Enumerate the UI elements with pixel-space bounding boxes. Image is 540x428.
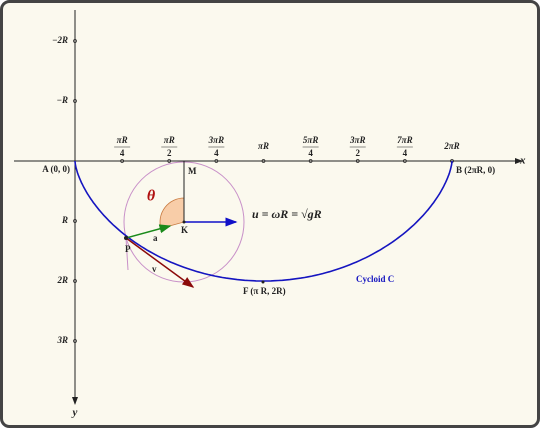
- y-tick-label: 3R: [56, 335, 68, 345]
- y-tick: [73, 219, 77, 223]
- x-tick-label: πR: [258, 141, 269, 151]
- x-tick-den: 2: [355, 148, 360, 158]
- x-tick: [167, 159, 172, 163]
- label-m: M: [188, 166, 197, 176]
- y-tick-label: −2R: [52, 35, 68, 45]
- y-tick: [73, 339, 77, 343]
- x-tick: [120, 159, 124, 163]
- x-tick-num: 5πR: [303, 135, 318, 145]
- y-tick-label: R: [61, 215, 68, 225]
- x-tick-num: 3πR: [208, 135, 224, 145]
- point-f: [261, 280, 265, 284]
- label-vector-u: u = ωR = √gR: [252, 207, 322, 221]
- chord: [125, 237, 129, 271]
- curve-label: Cycloid C: [356, 274, 394, 284]
- x-tick: [403, 159, 407, 163]
- x-tick: [261, 159, 266, 163]
- vector-a: [125, 224, 172, 239]
- y-tick: [73, 39, 77, 43]
- y-tick-label: −R: [57, 95, 68, 105]
- y-tick-label: 2R: [56, 275, 68, 285]
- x-tick: [214, 159, 219, 163]
- x-tick-num: πR: [117, 135, 128, 145]
- point-k: [182, 220, 186, 224]
- x-tick: [355, 159, 360, 163]
- label-k: K: [181, 225, 188, 235]
- x-tick-den: 4: [214, 148, 219, 158]
- x-tick-num: 7πR: [397, 135, 412, 145]
- label-b: B (2πR, 0): [456, 165, 495, 175]
- label-vector-v: v: [152, 264, 157, 274]
- x-tick-label: 2πR: [443, 141, 459, 151]
- vector-v: [125, 237, 195, 288]
- y-axis-label: y: [71, 407, 78, 419]
- y-tick: [73, 99, 77, 103]
- x-tick-den: 4: [403, 148, 408, 158]
- x-tick-den: 4: [308, 148, 313, 158]
- x-tick-num: πR: [164, 135, 175, 145]
- y-tick: [73, 279, 77, 283]
- label-p: P: [125, 244, 131, 254]
- x-tick-num: 3πR: [349, 135, 365, 145]
- label-theta: θ: [147, 188, 156, 205]
- ticks: πR 4 πR 2 3πR 4 πR 5πR 4 3πR 2 7πR 4 2πR −2R −R R 2R 3R: [52, 35, 460, 345]
- label-vector-a: a: [153, 233, 158, 243]
- x-tick: [308, 159, 313, 163]
- x-tick-den: 4: [120, 148, 125, 158]
- label-f: F (π R, 2R): [243, 286, 286, 296]
- label-a: A (0, 0): [42, 164, 70, 174]
- x-axis-label: x: [519, 155, 526, 167]
- x-tick-den: 2: [167, 148, 172, 158]
- point-p: [124, 236, 128, 240]
